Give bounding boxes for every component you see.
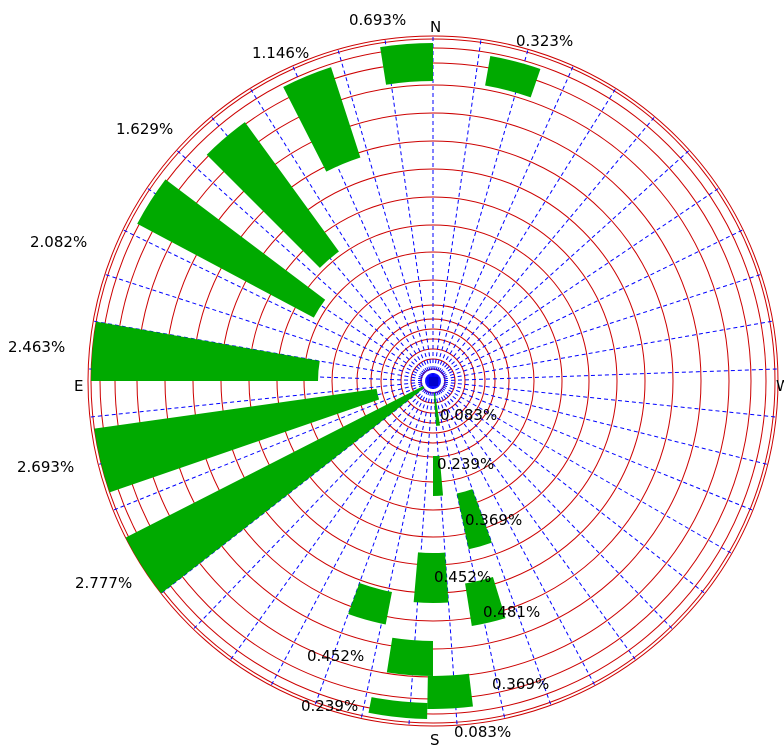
grid-spoke bbox=[436, 382, 733, 554]
grid-spoke bbox=[433, 49, 529, 378]
value-label: 0.083% bbox=[440, 406, 497, 424]
north-label: N bbox=[430, 18, 441, 36]
grid-spoke bbox=[435, 383, 674, 630]
grid-spoke bbox=[433, 384, 552, 706]
grid-ring bbox=[380, 328, 486, 434]
grid-spoke bbox=[435, 149, 690, 379]
grid-spoke bbox=[192, 383, 431, 630]
wind-bar bbox=[485, 56, 541, 98]
grid-spoke bbox=[434, 65, 574, 378]
grid-spoke bbox=[434, 383, 637, 661]
wind-bar bbox=[433, 392, 441, 426]
grid-spoke bbox=[89, 380, 430, 418]
grid-ring bbox=[87, 35, 779, 727]
grid-spoke bbox=[436, 381, 768, 465]
grid-spoke bbox=[314, 384, 433, 706]
value-label: 0.369% bbox=[465, 511, 522, 529]
grid-spoke bbox=[433, 384, 506, 719]
value-label: 0.452% bbox=[434, 568, 491, 586]
grid-spoke bbox=[112, 382, 430, 511]
value-label: 2.463% bbox=[8, 338, 65, 356]
grid-spoke bbox=[436, 368, 778, 382]
wind-bar bbox=[283, 67, 361, 172]
center-marker bbox=[429, 377, 438, 386]
value-label: 2.693% bbox=[17, 458, 74, 476]
wind-bar bbox=[348, 583, 392, 625]
grid-spoke bbox=[337, 49, 433, 378]
value-label: 2.777% bbox=[75, 574, 132, 592]
wind-bar bbox=[386, 637, 433, 676]
grid-spoke bbox=[292, 65, 432, 378]
grid-spoke bbox=[436, 320, 773, 381]
value-label: 0.239% bbox=[437, 455, 494, 473]
grid-spoke bbox=[435, 116, 656, 379]
value-label: 0.693% bbox=[349, 11, 406, 29]
wind-bar bbox=[368, 697, 428, 719]
value-label: 0.239% bbox=[301, 697, 358, 715]
wind-bar bbox=[125, 385, 425, 594]
value-label: 2.082% bbox=[30, 233, 87, 251]
wind-bar bbox=[91, 321, 320, 381]
east-label: E bbox=[74, 377, 83, 395]
grid-spoke bbox=[384, 39, 433, 378]
wind-bar bbox=[433, 455, 444, 496]
grid-spoke bbox=[436, 273, 762, 381]
value-label: 0.083% bbox=[454, 723, 511, 741]
value-labels: 0.693% 0.323% 1.146% 1.629% 2.082% 2.463% 2.69… bbox=[8, 11, 573, 741]
wind-bar bbox=[137, 179, 326, 318]
value-label: 1.629% bbox=[116, 120, 173, 138]
grid-spoke bbox=[249, 88, 432, 378]
value-label: 1.146% bbox=[252, 44, 309, 62]
grid-spoke bbox=[122, 229, 430, 380]
grid-spoke bbox=[434, 384, 596, 686]
grid-spoke bbox=[436, 380, 777, 418]
grid-spoke bbox=[104, 273, 430, 381]
value-label: 0.452% bbox=[307, 647, 364, 665]
bars bbox=[91, 43, 541, 719]
value-label: 0.323% bbox=[516, 32, 573, 50]
grid-spoke bbox=[435, 383, 706, 594]
wind-bar bbox=[413, 552, 449, 603]
value-label: 0.481% bbox=[483, 603, 540, 621]
grid-spoke bbox=[229, 383, 432, 661]
grid-spoke bbox=[270, 384, 432, 686]
wind-bar bbox=[206, 122, 339, 268]
value-label: 0.369% bbox=[492, 675, 549, 693]
grid-spoke bbox=[434, 88, 617, 378]
wind-bar bbox=[465, 577, 506, 626]
grid-spoke bbox=[436, 187, 720, 380]
grid-spoke bbox=[433, 39, 482, 378]
south-label: S bbox=[430, 731, 440, 749]
wind-bar bbox=[380, 43, 433, 85]
wind-bar bbox=[456, 489, 492, 550]
grid-spoke bbox=[436, 382, 754, 511]
grid-spoke bbox=[360, 384, 433, 719]
grid-spoke bbox=[176, 149, 431, 379]
wind-bar bbox=[94, 388, 380, 493]
wind-bar bbox=[427, 673, 473, 710]
grid-spoke bbox=[436, 229, 744, 380]
west-label: W bbox=[776, 377, 784, 395]
